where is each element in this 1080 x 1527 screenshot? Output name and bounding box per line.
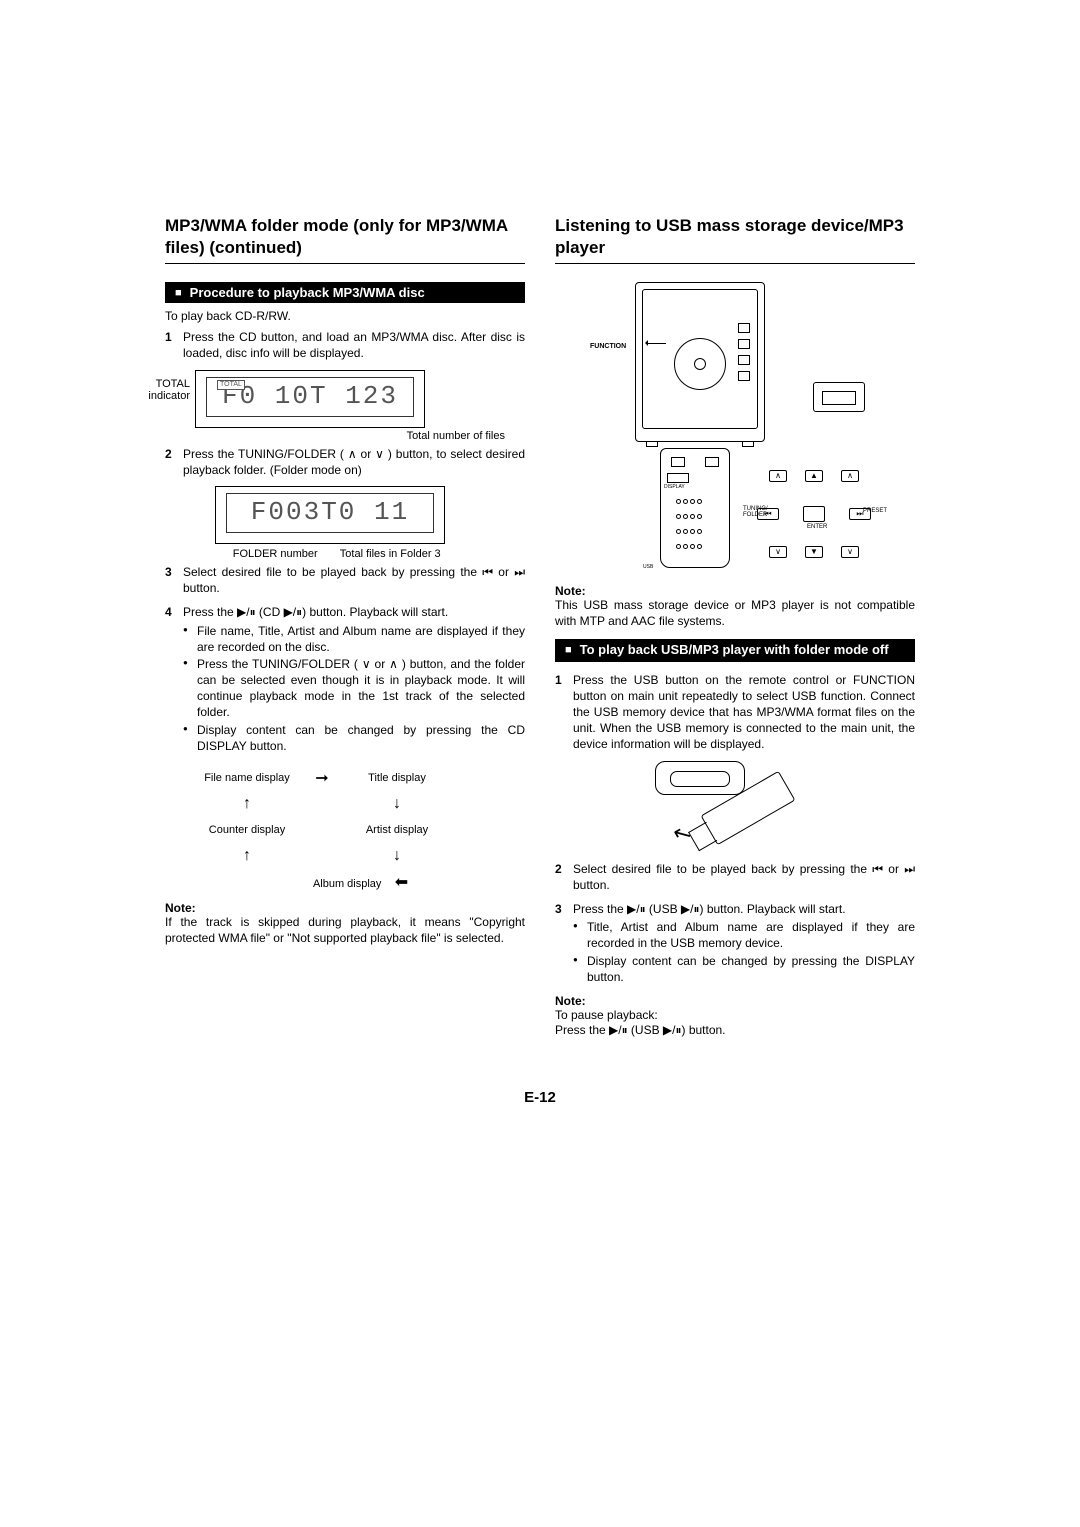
arrow-up-icon: ↑ [187,851,307,861]
bullet-item: Title, Artist and Album name are display… [573,919,915,951]
step-number: 4 [165,604,183,755]
arrow-down-icon: ↓ [337,799,457,809]
arrow-down-icon: ↓ [337,851,457,861]
lcd-diagram-2: F003T0 11 FOLDER number Total files in F… [215,486,445,560]
lcd-value-2: F003T0 11 [251,497,409,528]
preset-label: PRESET [863,508,887,514]
rstep3-bullets: Title, Artist and Album name are display… [573,919,915,985]
step4-bullets: File name, Title, Artist and Album name … [183,623,525,755]
arrow-up-icon: ↑ [187,799,307,809]
step-number: 3 [165,564,183,596]
insert-arrow-icon: ↖ [668,818,697,850]
page: MP3/WMA folder mode (only for MP3/WMA fi… [165,215,915,1039]
step-3: 3 Select desired file to be played back … [165,564,525,596]
nav-pad-icon: ∧▲∧ ⏮ ⏭ ∨▼∨ TUNING/ FOLDER PRESET ENTER [765,470,865,560]
procedure-header: Procedure to playback MP3/WMA disc [165,282,525,303]
note-label: Note: [555,994,915,1008]
step-2: 2 Press the TUNING/FOLDER ( ∧ or ∨ ) but… [165,446,525,478]
step-body: Select desired file to be played back by… [183,564,525,596]
left-steps: 1 Press the CD button, and load an MP3/W… [165,329,525,361]
usb-stick-diagram: ↖ [655,761,815,851]
right-section-title: Listening to USB mass storage device/MP3… [555,215,915,264]
total-indicator-label: TOTAL indicator [145,378,190,402]
step-number: 1 [165,329,183,361]
lcd-diagram-1: TOTAL indicator TOTAL F0 10T 123 Total n… [195,370,525,442]
file-name-cell: File name display [187,772,307,784]
album-cell: Album display [313,878,381,890]
note-text: This USB mass storage device or MP3 play… [555,598,915,629]
lcd-value-1: F0 10T 123 [222,381,398,412]
note-label: Note: [555,584,915,598]
total-badge: TOTAL [217,380,245,390]
step-body: Press the USB button on the remote contr… [573,672,915,753]
note-pause-1: To pause playback: [555,1008,915,1024]
remote-control-icon: DISPLAY USB [660,448,730,568]
step-number: 1 [555,672,573,753]
display-label: DISPLAY [664,484,685,490]
bullet-item: Display content can be changed by pressi… [183,722,525,754]
enter-button-icon [803,506,825,522]
rstep-2: 2 Select desired file to be played back … [555,861,915,893]
left-section-title: MP3/WMA folder mode (only for MP3/WMA fi… [165,215,525,264]
step-body: Press the ▶/⏸ (CD ▶/⏸) button. Playback … [183,604,525,755]
step-body: Press the TUNING/FOLDER ( ∧ or ∨ ) butto… [183,446,525,478]
display-cycle-diagram: File name display ➞ Title display ↑ ↓ Co… [187,765,457,895]
usb-playback-header: To play back USB/MP3 player with folder … [555,639,915,661]
enter-label: ENTER [807,524,827,530]
usb-port-icon [813,382,865,412]
device-diagram: FUNCTION DISPLAY USB ∧▲∧ ⏮ [605,282,865,572]
right-column: Listening to USB mass storage device/MP3… [555,215,915,1039]
arrow-right-icon: ➞ [307,768,337,788]
title-cell: Title display [337,772,457,784]
lcd-screen-2: F003T0 11 [226,493,434,533]
bullet-item: Press the TUNING/FOLDER ( ∨ or ∧ ) butto… [183,656,525,721]
step-body: Press the CD button, and load an MP3/WMA… [183,329,525,361]
main-unit-icon: FUNCTION [635,282,765,442]
step-4: 4 Press the ▶/⏸ (CD ▶/⏸) button. Playbac… [165,604,525,755]
lcd1-caption: Total number of files [195,430,525,442]
page-number: E-12 [165,1089,915,1106]
tuning-folder-label: TUNING/ FOLDER [743,506,761,518]
artist-cell: Artist display [337,824,457,836]
left-column: MP3/WMA folder mode (only for MP3/WMA fi… [165,215,525,1039]
step-body: Press the ▶/⏸ (USB ▶/⏸) button. Playback… [573,901,915,986]
total-files-label: Total files in Folder 3 [335,548,445,560]
intro-line: To play back CD-R/RW. [165,309,525,323]
rstep3-lead: Press the ▶/⏸ (USB ▶/⏸) button. Playback… [573,902,846,916]
lcd-screen-1: TOTAL F0 10T 123 [206,377,414,417]
function-label: FUNCTION [590,343,626,350]
folder-number-label: FOLDER number [215,548,335,560]
usb-label: USB [643,564,653,570]
step-number: 2 [555,861,573,893]
bullet-item: Display content can be changed by pressi… [573,953,915,985]
counter-cell: Counter display [187,824,307,836]
note-label: Note: [165,901,525,915]
step-1: 1 Press the CD button, and load an MP3/W… [165,329,525,361]
step4-lead: Press the ▶/⏸ (CD ▶/⏸) button. Playback … [183,605,448,619]
bullet-item: File name, Title, Artist and Album name … [183,623,525,655]
step-number: 2 [165,446,183,478]
usb-slot-icon [655,761,745,795]
note-pause-2: Press the ▶/⏸ (USB ▶/⏸) button. [555,1023,915,1039]
rstep-1: 1 Press the USB button on the remote con… [555,672,915,753]
step-body: Select desired file to be played back by… [573,861,915,893]
rstep-3: 3 Press the ▶/⏸ (USB ▶/⏸) button. Playba… [555,901,915,986]
step-number: 3 [555,901,573,986]
note-text: If the track is skipped during playback,… [165,915,525,946]
